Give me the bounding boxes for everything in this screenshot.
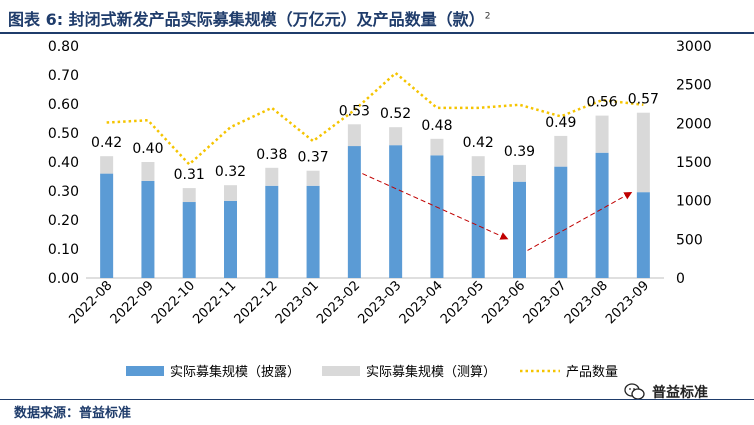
- bar-estimated: [182, 188, 196, 203]
- y-left-tick-label: 0.80: [48, 39, 79, 55]
- legend: 实际募集规模（披露） 实际募集规模（测算） 产品数量: [126, 364, 618, 380]
- bar-disclosed: [306, 185, 320, 278]
- bar-estimated: [100, 156, 114, 174]
- bar-disclosed: [471, 175, 485, 278]
- y-left-tick-label: 0.50: [48, 126, 79, 142]
- bar-disclosed: [595, 152, 609, 278]
- total-data-label: 0.57: [628, 92, 659, 108]
- bar-estimated: [554, 135, 568, 167]
- bar-disclosed: [389, 145, 403, 278]
- trend-arrow: [527, 191, 633, 251]
- source-note: 数据来源：普益标准: [14, 406, 132, 421]
- x-tick-label: 2023-07: [521, 278, 570, 327]
- bar-disclosed: [224, 200, 237, 278]
- y-right-tick-label: 1000: [676, 194, 712, 210]
- bar-disclosed: [141, 180, 155, 278]
- title-superscript: 2: [484, 11, 491, 22]
- line-product-count: [106, 71, 644, 167]
- bar-disclosed: [430, 155, 444, 278]
- total-data-label: 0.32: [215, 164, 246, 180]
- y-right-tick-label: 1500: [676, 155, 712, 171]
- quantity-line: [106, 71, 644, 167]
- bar-estimated: [636, 112, 650, 193]
- bar-estimated: [141, 162, 155, 181]
- bar-estimated: [224, 185, 237, 201]
- y-right-tick-label: 3000: [676, 39, 712, 55]
- data-labels: 0.42 0.40 0.31 0.32 0.38 0.37 0.53 0.52 0.48 0.42…: [91, 92, 659, 183]
- trend-arrow: [362, 173, 509, 240]
- y-left-tick-label: 0.10: [48, 242, 79, 258]
- figure-title: 图表 6: 封闭式新发产品实际募集规模（万亿元）及产品数量（款）2: [8, 6, 490, 30]
- figure-header: 图表 6: 封闭式新发产品实际募集规模（万亿元）及产品数量（款）2: [0, 0, 754, 34]
- x-tick-label: 2022-09: [108, 278, 157, 327]
- bar-estimated: [595, 115, 609, 153]
- bar-disclosed: [513, 181, 526, 278]
- x-tick-label: 2023-01: [273, 278, 322, 327]
- y-right-tick-label: 2000: [676, 116, 712, 132]
- x-tick-label: 2022-10: [149, 278, 198, 327]
- total-data-label: 0.39: [504, 144, 535, 160]
- x-tick-label: 2022-12: [232, 278, 281, 327]
- bar-disclosed: [347, 146, 361, 278]
- y-right-tick-label: 0: [676, 271, 685, 287]
- legend-swatch-disclosed: [126, 366, 164, 376]
- x-tick-label: 2023-08: [562, 278, 611, 327]
- total-data-label: 0.53: [339, 103, 370, 119]
- bar-estimated: [306, 170, 320, 186]
- y-right-tick-label: 2500: [676, 78, 712, 94]
- watermark-text: 普益标准: [652, 385, 708, 401]
- x-tick-label: 2023-04: [397, 278, 446, 327]
- legend-label-estimated: 实际募集规模（测算）: [366, 364, 496, 380]
- y-right-tick-label: 500: [676, 232, 703, 248]
- total-data-label: 0.52: [380, 106, 411, 122]
- total-data-label: 0.56: [586, 95, 617, 111]
- bar-estimated: [513, 164, 526, 182]
- legend-label-quantity: 产品数量: [566, 365, 618, 380]
- total-data-label: 0.48: [421, 118, 452, 134]
- total-data-label: 0.42: [463, 135, 494, 151]
- bar-estimated: [471, 156, 485, 176]
- total-data-label: 0.42: [91, 135, 122, 151]
- x-tick-label: 2023-09: [603, 278, 652, 327]
- bar-estimated: [347, 124, 361, 147]
- total-data-label: 0.49: [545, 115, 576, 131]
- legend-label-disclosed: 实际募集规模（披露）: [170, 364, 300, 380]
- figure-footer: 数据来源：普益标准: [0, 399, 754, 425]
- bar-estimated: [430, 138, 444, 156]
- x-tick-label: 2023-05: [438, 278, 487, 327]
- total-data-label: 0.40: [132, 141, 163, 157]
- x-tick-label: 2023-06: [479, 278, 528, 327]
- bar-disclosed: [100, 173, 114, 278]
- bar-disclosed: [554, 166, 568, 278]
- title-text: 图表 6: 封闭式新发产品实际募集规模（万亿元）及产品数量（款）: [8, 10, 485, 29]
- bar-disclosed: [636, 192, 650, 278]
- bar-estimated: [265, 167, 279, 186]
- y-left-tick-label: 0.40: [48, 155, 79, 171]
- y-left-tick-label: 0.60: [48, 97, 79, 113]
- total-data-label: 0.38: [256, 147, 287, 163]
- bars: [100, 112, 650, 278]
- y-left-tick-label: 0.70: [48, 68, 79, 84]
- total-data-label: 0.31: [174, 167, 205, 183]
- bar-estimated: [389, 127, 403, 146]
- bar-disclosed: [265, 185, 279, 278]
- y-left-tick-label: 0.30: [48, 184, 79, 200]
- total-data-label: 0.37: [297, 150, 328, 166]
- y-left-tick-label: 0.00: [48, 271, 79, 287]
- x-tick-label: 2023-03: [355, 278, 404, 327]
- bar-disclosed: [182, 202, 196, 278]
- legend-swatch-estimated: [322, 366, 360, 376]
- y-left-tick-label: 0.20: [48, 213, 79, 229]
- x-tick-label: 2023-02: [314, 278, 363, 327]
- x-tick-label: 2022-11: [190, 278, 239, 327]
- annotations: [362, 173, 633, 251]
